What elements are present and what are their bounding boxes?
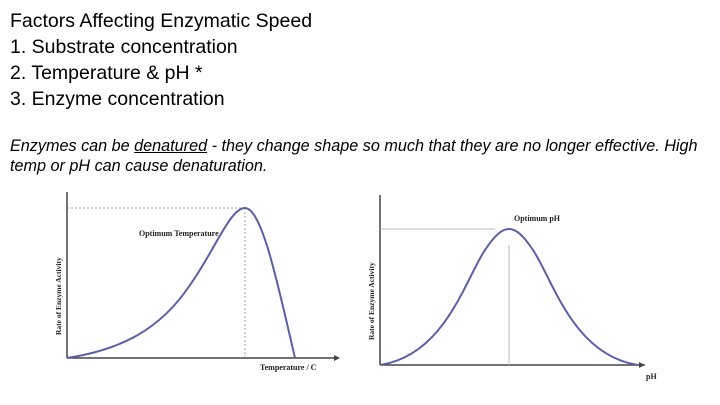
factor-item-2: 2. Temperature & pH * (10, 62, 203, 84)
optimum-temperature-label: Optimum Temperature (139, 229, 219, 238)
temperature-curve (66, 206, 296, 359)
slide-title: Factors Affecting Enzymatic Speed (10, 10, 313, 32)
x-axis-arrow (639, 362, 645, 368)
note-underlined-term: denatured (134, 137, 208, 155)
x-axis-label: Temperature / C (260, 363, 317, 372)
y-axis-label: Rate of Enzyme Activity (54, 257, 63, 335)
denaturation-note: Enzymes can be denatured - they change s… (10, 136, 710, 176)
factor-item-1: 1. Substrate concentration (10, 36, 238, 58)
x-axis-arrow (334, 355, 340, 361)
ph-curve (379, 227, 639, 366)
optimum-ph-label: Optimum pH (514, 214, 561, 223)
factor-item-3: 3. Enzyme concentration (10, 88, 225, 110)
y-axis-label: Rate of Enzyme Activity (367, 262, 376, 340)
x-axis-label: pH (646, 372, 657, 381)
note-text-end: - they change shape so much that they ar… (10, 137, 698, 175)
heading-block: Factors Affecting Enzymatic Speed 1. Sub… (10, 8, 312, 112)
temperature-graph: Optimum Temperature Temperature / C Rate… (54, 192, 340, 372)
note-text-start: Enzymes can be (10, 137, 135, 155)
ph-graph: Optimum pH pH Rate of Enzyme Activity (367, 195, 657, 381)
